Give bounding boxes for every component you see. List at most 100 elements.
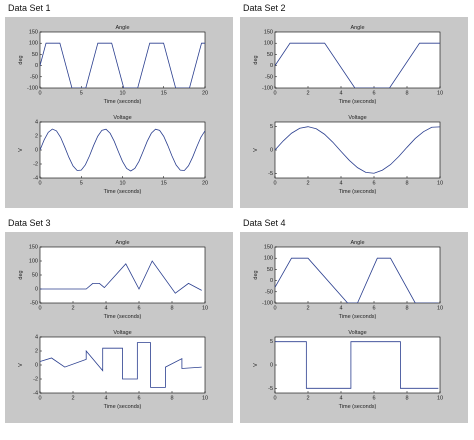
chart-title: Angle [350,25,364,31]
plot-area [274,336,441,394]
y-tick-label: -2 [33,376,38,382]
chart-title: Angle [350,240,364,246]
y-tick-label: -5 [268,171,273,177]
chart-title: Voltage [113,330,131,336]
data-line [40,260,202,294]
y-tick-label: -50 [265,74,273,80]
y-axis-label: V [253,148,259,152]
x-axis-label: Time (seconds) [339,99,377,105]
x-tick-label: 0 [38,305,41,311]
chart: Voltage Time (seconds) V 0 5 10 15 20 -4 -2 0 2 4 [18,115,208,195]
y-tick-label: 150 [264,29,273,35]
y-tick-label: 50 [267,267,273,273]
chart: Angle Time (seconds) deg 0 5 10 15 20 -100 -50 0 50… [18,25,208,105]
y-tick-label: -50 [30,74,38,80]
x-tick-label: 10 [119,180,125,186]
data-line [275,42,440,88]
y-tick-label: 50 [267,52,273,58]
y-tick-label: 0 [270,63,273,69]
x-tick-label: 8 [405,90,408,96]
x-tick-label: 10 [437,90,443,96]
y-axis-label: V [18,148,24,152]
data-line [40,128,205,172]
x-tick-label: 0 [273,395,276,401]
y-tick-label: -100 [27,85,38,91]
y-tick-label: 100 [29,258,38,264]
x-axis-label: Time (seconds) [104,189,142,195]
y-tick-label: 100 [264,256,273,262]
y-tick-label: 150 [29,244,38,250]
y-tick-label: 50 [32,272,38,278]
y-tick-label: -100 [262,300,273,306]
x-tick-label: 15 [161,90,167,96]
x-tick-label: 0 [38,395,41,401]
x-tick-label: 6 [372,90,375,96]
x-tick-label: 8 [405,305,408,311]
x-tick-label: 6 [137,395,140,401]
y-tick-label: 0 [270,362,273,368]
x-tick-label: 8 [170,305,173,311]
chart-title: Angle [115,240,129,246]
x-axis-label: Time (seconds) [339,189,377,195]
data-line [275,257,439,303]
plot-area [274,31,441,89]
x-tick-label: 4 [104,395,107,401]
y-tick-label: 150 [29,29,38,35]
y-tick-label: -2 [33,161,38,167]
x-axis-label: Time (seconds) [104,99,142,105]
y-tick-label: 100 [29,41,38,47]
series-group [275,341,439,389]
data-line [40,342,202,388]
data-line [40,42,205,88]
x-tick-label: 4 [339,305,342,311]
chart: Angle Time (seconds) deg 0 2 4 6 8 10 -100 -50 0 50 1… [253,240,443,320]
series-group [40,128,205,172]
x-tick-label: 0 [273,305,276,311]
y-tick-label: 0 [35,147,38,153]
x-tick-label: 10 [437,305,443,311]
y-axis-label: deg [18,55,24,64]
y-tick-label: 5 [270,339,273,345]
x-tick-label: 0 [38,180,41,186]
series-group [275,126,440,174]
x-tick-label: 0 [273,90,276,96]
data-line [275,341,439,389]
y-tick-label: 0 [35,362,38,368]
chart-title: Voltage [113,115,131,121]
chart: Angle Time (seconds) deg 0 2 4 6 8 10 -100 -50 0 50 1… [253,25,443,105]
panel-heading: Data Set 1 [8,3,51,13]
x-tick-label: 5 [80,180,83,186]
plot-area [39,246,206,304]
y-tick-label: 150 [264,244,273,250]
y-tick-label: 0 [270,278,273,284]
y-tick-label: -5 [268,386,273,392]
y-tick-label: -4 [33,390,38,396]
y-axis-label: V [253,363,259,367]
x-tick-label: 8 [170,395,173,401]
x-tick-label: 2 [306,180,309,186]
y-tick-label: 2 [35,133,38,139]
y-axis-label: deg [18,270,24,279]
series-group [40,260,202,294]
y-axis-label: V [18,363,24,367]
y-tick-label: 2 [35,348,38,354]
x-tick-label: 0 [38,90,41,96]
panel-heading: Data Set 4 [243,218,286,228]
x-tick-label: 20 [202,180,208,186]
y-tick-label: -50 [265,289,273,295]
x-tick-label: 15 [161,180,167,186]
x-tick-label: 2 [306,305,309,311]
chart: Voltage Time (seconds) V 0 2 4 6 8 10 -4 -2 0 2 4 [18,330,208,410]
x-tick-label: 6 [137,305,140,311]
x-tick-label: 2 [71,305,74,311]
y-axis-label: deg [253,55,259,64]
y-tick-label: 50 [32,52,38,58]
x-tick-label: 10 [202,395,208,401]
x-tick-label: 2 [306,395,309,401]
series-group [40,342,202,388]
x-tick-label: 2 [71,395,74,401]
chart-title: Angle [115,25,129,31]
